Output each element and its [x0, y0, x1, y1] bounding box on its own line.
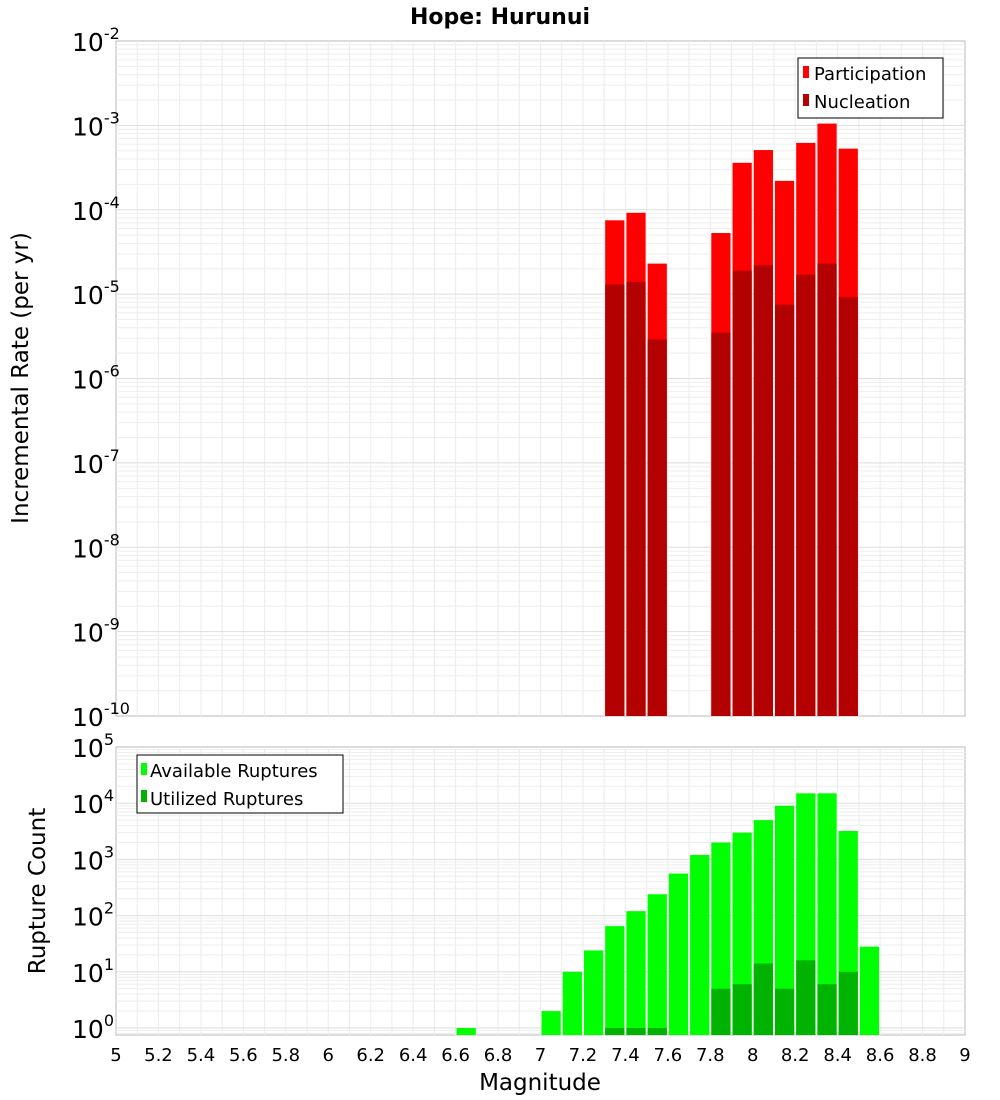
count-y-axis: 100 101 102 103 104 105	[72, 730, 114, 1044]
x-axis: 5 5.2 5.4 5.6 5.8 6 6.2 6.4 6.6 6.8 7 7.2 7.4 7.6 7.8 8…	[110, 1045, 970, 1066]
count-bar-utilized-ruptures	[838, 971, 858, 1035]
rate-bar-nucleation	[626, 281, 646, 716]
count-bar-utilized-ruptures	[753, 963, 773, 1035]
count-y-tick-label: 105	[72, 730, 114, 763]
rate-grid	[116, 41, 965, 716]
count-bar-utilized-ruptures	[817, 984, 837, 1035]
rate-bar-nucleation	[711, 332, 731, 716]
rate-bars	[605, 123, 858, 717]
nucleation-legend-swatch	[803, 94, 809, 106]
count-y-tick-label: 101	[72, 955, 114, 988]
rate-bar-nucleation	[838, 297, 858, 716]
participation-legend-swatch	[803, 66, 809, 78]
rate-bar-nucleation	[796, 274, 816, 716]
count-bar-available-ruptures	[541, 1011, 561, 1035]
count-bar-utilized-ruptures	[626, 1027, 646, 1035]
x-tick-label: 8.6	[866, 1045, 895, 1066]
count-bar-available-ruptures	[817, 793, 837, 1035]
count-bar-available-ruptures	[668, 873, 689, 1035]
x-tick-label: 6.6	[441, 1045, 470, 1066]
x-tick-label: 5.4	[187, 1045, 216, 1066]
count-panel: 100 101 102 103 104 105 Rupture Count Availab…	[25, 730, 966, 1044]
count-bar-available-ruptures	[605, 926, 625, 1035]
rate-y-axis-label: Incremental Rate (per yr)	[8, 232, 34, 524]
x-tick-label: 6.2	[356, 1045, 385, 1066]
count-y-tick-label: 103	[72, 842, 114, 875]
x-tick-label: 7.4	[611, 1045, 640, 1066]
count-bar-utilized-ruptures	[796, 960, 816, 1035]
rate-y-tick-label: 10-9	[72, 615, 120, 648]
count-bar-available-ruptures	[456, 1027, 476, 1035]
x-axis-label: Magnitude	[479, 1070, 601, 1096]
x-tick-label: 5.2	[144, 1045, 173, 1066]
x-tick-label: 5.6	[229, 1045, 258, 1066]
rate-bar-nucleation	[817, 263, 837, 716]
x-tick-label: 5.8	[271, 1045, 300, 1066]
count-bar-available-ruptures	[690, 854, 710, 1035]
count-bar-available-ruptures	[583, 950, 604, 1035]
nucleation-legend-label: Nucleation	[814, 92, 910, 113]
count-legend: Available Ruptures Utilized Ruptures	[136, 754, 344, 814]
rate-bar-nucleation	[732, 270, 752, 716]
count-y-axis-label: Rupture Count	[25, 808, 51, 974]
utilized-legend-swatch	[141, 790, 147, 802]
rate-legend: Participation Nucleation	[797, 57, 944, 119]
rate-y-tick-label: 10-10	[72, 699, 130, 732]
count-bar-available-ruptures	[711, 842, 731, 1035]
count-bar-utilized-ruptures	[711, 988, 731, 1035]
x-tick-label: 6.8	[484, 1045, 513, 1066]
count-bar-utilized-ruptures	[605, 1027, 625, 1035]
rate-bar-nucleation	[647, 339, 667, 716]
count-bar-utilized-ruptures	[647, 1027, 667, 1035]
count-legend-box	[136, 754, 344, 814]
count-y-tick-label: 100	[72, 1011, 114, 1044]
count-bar-available-ruptures	[626, 911, 646, 1035]
x-tick-label: 7.8	[696, 1045, 725, 1066]
available-legend-swatch	[141, 763, 147, 775]
rate-y-tick-label: 10-8	[72, 530, 120, 563]
count-bar-available-ruptures	[774, 805, 795, 1035]
x-tick-label: 8.2	[781, 1045, 810, 1066]
rate-y-tick-label: 10-3	[72, 108, 120, 141]
x-tick-label: 6.4	[399, 1045, 428, 1066]
count-y-tick-label: 104	[72, 786, 114, 819]
x-tick-label: 7.2	[569, 1045, 598, 1066]
count-bar-available-ruptures	[859, 946, 880, 1035]
rate-y-tick-label: 10-2	[72, 24, 120, 57]
rate-bar-nucleation	[774, 304, 795, 716]
x-tick-label: 8	[747, 1045, 758, 1066]
rate-y-axis: 10-10 10-9 10-8 10-7 10-6 10-5 10-4 10-3 10-2	[72, 24, 130, 732]
x-tick-label: 8.8	[908, 1045, 937, 1066]
rate-y-tick-label: 10-6	[72, 362, 120, 395]
count-y-tick-label: 102	[72, 899, 114, 932]
rate-legend-box	[797, 57, 944, 119]
count-bar-utilized-ruptures	[732, 984, 752, 1035]
rate-y-tick-label: 10-7	[72, 446, 120, 479]
x-tick-label: 6	[323, 1045, 334, 1066]
participation-legend-label: Participation	[814, 64, 926, 85]
rate-panel: 10-10 10-9 10-8 10-7 10-6 10-5 10-4 10-3 10-2 In…	[8, 24, 966, 732]
rate-y-tick-label: 10-4	[72, 193, 120, 226]
x-tick-label: 7	[535, 1045, 546, 1066]
x-tick-label: 5	[110, 1045, 121, 1066]
count-bar-utilized-ruptures	[774, 988, 795, 1035]
x-tick-label: 9	[959, 1045, 970, 1066]
rate-bar-nucleation	[753, 265, 773, 716]
chart-title: Hope: Hurunui	[410, 5, 590, 30]
x-tick-label: 8.4	[823, 1045, 852, 1066]
rate-y-tick-label: 10-5	[72, 277, 120, 310]
rate-bar-nucleation	[605, 284, 625, 716]
utilized-legend-label: Utilized Ruptures	[150, 789, 303, 810]
count-bars	[456, 793, 880, 1035]
count-bar-available-ruptures	[647, 894, 667, 1035]
x-tick-label: 7.6	[654, 1045, 683, 1066]
count-bar-available-ruptures	[562, 971, 582, 1035]
available-legend-label: Available Ruptures	[150, 761, 318, 782]
